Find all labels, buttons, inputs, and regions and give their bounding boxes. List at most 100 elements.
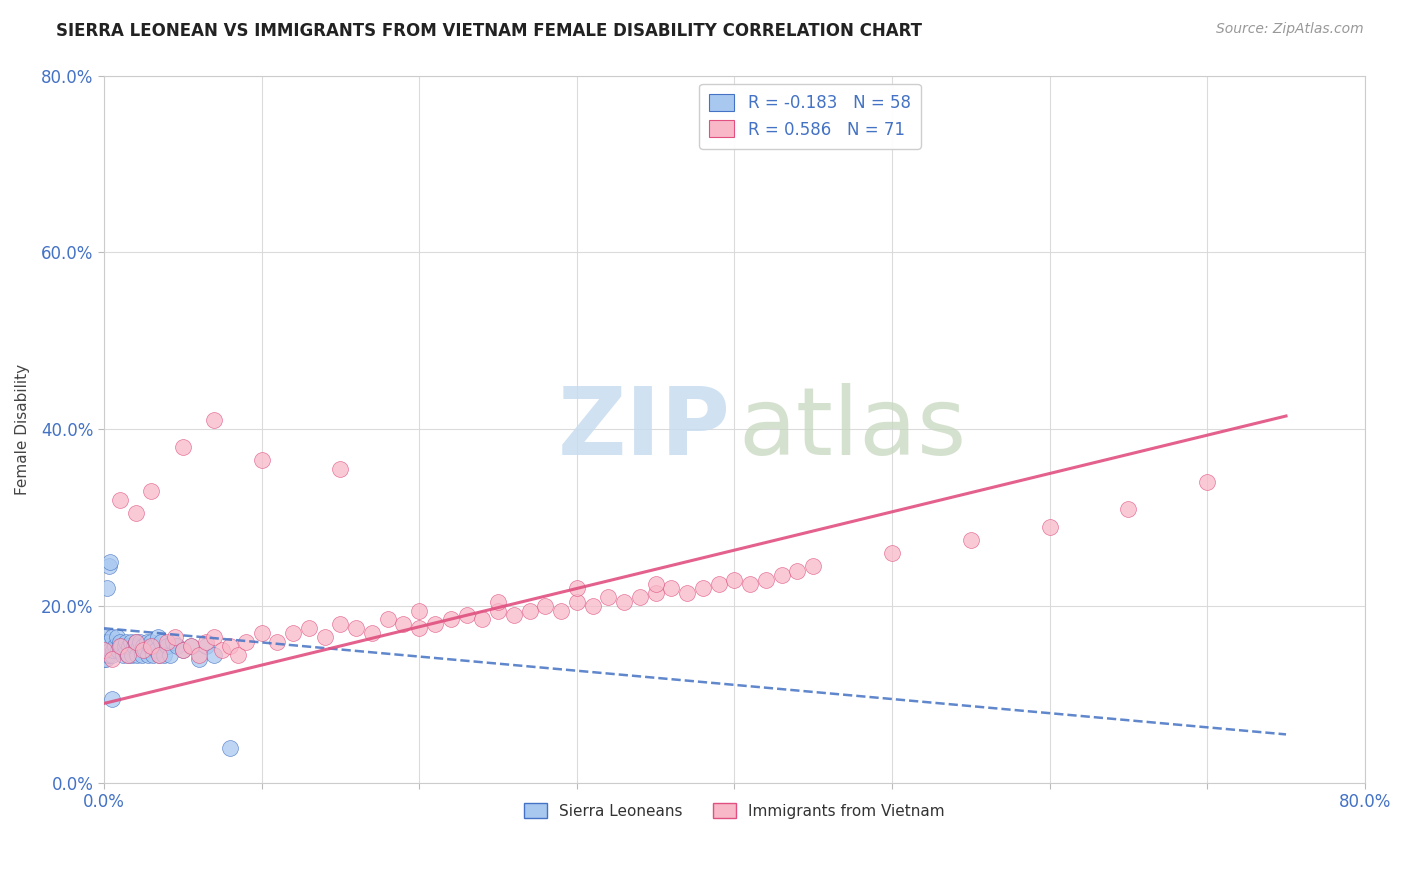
- Point: [132, 643, 155, 657]
- Y-axis label: Female Disability: Female Disability: [15, 364, 30, 495]
- Legend: Sierra Leoneans, Immigrants from Vietnam: Sierra Leoneans, Immigrants from Vietnam: [517, 797, 950, 825]
- Point: [143, 639, 166, 653]
- Point: [661, 582, 683, 596]
- Point: [456, 607, 478, 622]
- Point: [266, 634, 288, 648]
- Point: [692, 582, 714, 596]
- Point: [502, 607, 524, 622]
- Point: [163, 630, 186, 644]
- Point: [138, 639, 160, 653]
- Point: [108, 634, 131, 648]
- Point: [111, 648, 134, 662]
- Point: [187, 648, 209, 662]
- Point: [129, 634, 152, 648]
- Point: [314, 630, 336, 644]
- Point: [723, 573, 745, 587]
- Point: [122, 639, 145, 653]
- Point: [219, 639, 242, 653]
- Point: [96, 648, 118, 662]
- Point: [202, 630, 225, 644]
- Point: [180, 639, 202, 653]
- Point: [104, 639, 127, 653]
- Point: [135, 634, 157, 648]
- Point: [132, 639, 155, 653]
- Point: [195, 639, 218, 653]
- Point: [565, 582, 588, 596]
- Point: [117, 648, 139, 662]
- Point: [120, 634, 142, 648]
- Point: [740, 577, 762, 591]
- Point: [94, 652, 117, 666]
- Point: [93, 630, 115, 644]
- Point: [156, 639, 179, 653]
- Point: [377, 612, 399, 626]
- Point: [148, 648, 170, 662]
- Point: [93, 652, 115, 666]
- Point: [156, 634, 179, 648]
- Point: [141, 484, 163, 499]
- Point: [202, 648, 225, 662]
- Point: [166, 639, 188, 653]
- Point: [550, 604, 572, 618]
- Point: [880, 546, 903, 560]
- Point: [298, 621, 321, 635]
- Point: [107, 643, 129, 657]
- Point: [211, 643, 233, 657]
- Point: [98, 555, 121, 569]
- Point: [105, 630, 128, 644]
- Point: [486, 604, 509, 618]
- Point: [127, 648, 149, 662]
- Point: [101, 648, 124, 662]
- Point: [114, 639, 136, 653]
- Point: [628, 591, 651, 605]
- Point: [644, 577, 666, 591]
- Point: [361, 625, 384, 640]
- Point: [565, 595, 588, 609]
- Point: [344, 621, 367, 635]
- Text: SIERRA LEONEAN VS IMMIGRANTS FROM VIETNAM FEMALE DISABILITY CORRELATION CHART: SIERRA LEONEAN VS IMMIGRANTS FROM VIETNA…: [56, 22, 922, 40]
- Point: [440, 612, 463, 626]
- Point: [235, 634, 257, 648]
- Point: [281, 625, 304, 640]
- Point: [471, 612, 494, 626]
- Point: [136, 648, 159, 662]
- Point: [115, 634, 138, 648]
- Point: [93, 643, 115, 657]
- Point: [124, 634, 146, 648]
- Point: [124, 506, 146, 520]
- Point: [134, 643, 156, 657]
- Point: [141, 634, 163, 648]
- Point: [162, 634, 184, 648]
- Point: [676, 586, 699, 600]
- Point: [801, 559, 824, 574]
- Point: [195, 634, 218, 648]
- Point: [250, 453, 273, 467]
- Point: [1039, 519, 1062, 533]
- Point: [93, 639, 115, 653]
- Point: [142, 648, 165, 662]
- Point: [202, 413, 225, 427]
- Point: [226, 648, 249, 662]
- Point: [707, 577, 730, 591]
- Point: [408, 604, 430, 618]
- Point: [423, 616, 446, 631]
- Point: [97, 648, 120, 662]
- Point: [1118, 501, 1140, 516]
- Point: [101, 692, 124, 706]
- Point: [121, 648, 143, 662]
- Point: [172, 643, 194, 657]
- Point: [644, 586, 666, 600]
- Point: [187, 652, 209, 666]
- Point: [131, 648, 153, 662]
- Point: [392, 616, 415, 631]
- Point: [96, 639, 118, 653]
- Point: [755, 573, 778, 587]
- Point: [124, 634, 146, 648]
- Point: [329, 616, 352, 631]
- Point: [101, 630, 124, 644]
- Point: [786, 564, 808, 578]
- Point: [94, 634, 117, 648]
- Text: ZIP: ZIP: [558, 384, 731, 475]
- Point: [108, 639, 131, 653]
- Point: [98, 643, 121, 657]
